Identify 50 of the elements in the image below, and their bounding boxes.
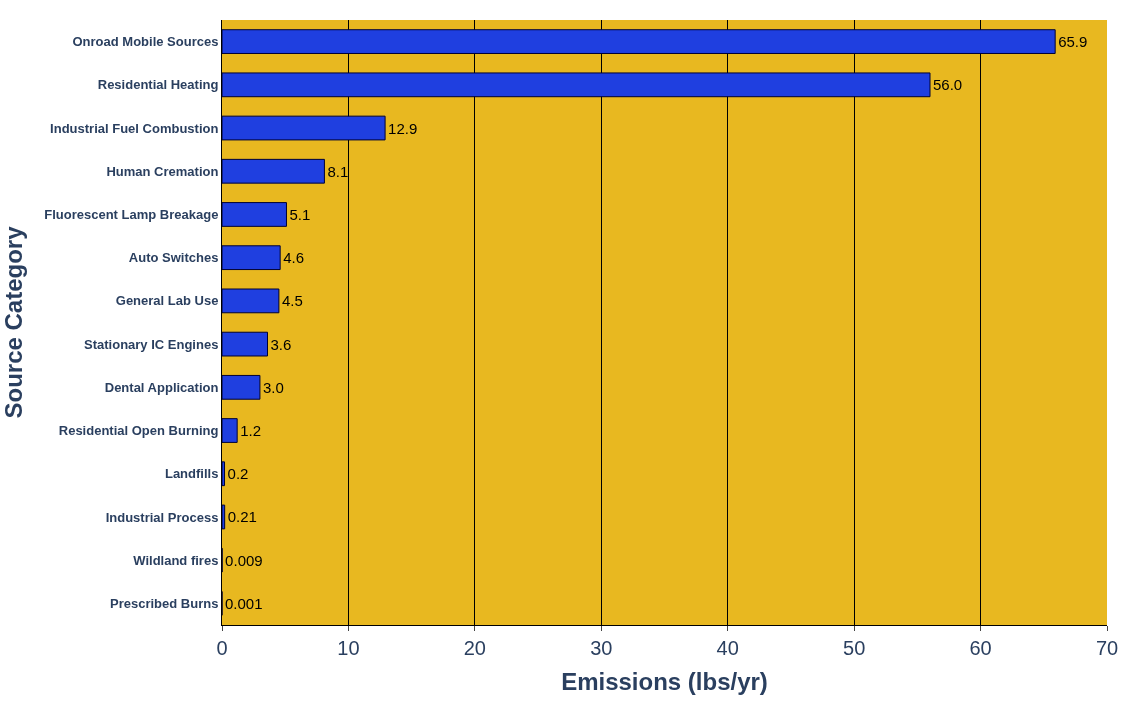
y-tick-label: Onroad Mobile Sources <box>72 34 219 50</box>
x-tick-label: 10 <box>337 637 360 659</box>
bar <box>222 288 280 314</box>
y-tick-label: Auto Switches <box>128 250 219 266</box>
data-label: 1.2 <box>240 422 262 440</box>
x-tick-label: 60 <box>969 637 992 659</box>
data-label: 3.6 <box>270 335 292 353</box>
data-label: 4.5 <box>281 292 303 310</box>
x-tick-label: 40 <box>716 637 739 659</box>
bar <box>222 461 226 487</box>
data-label: 3.0 <box>262 378 284 396</box>
data-label: 8.1 <box>327 162 349 180</box>
bar <box>222 331 269 357</box>
x-tick-label: 30 <box>590 637 613 659</box>
data-label: 56.0 <box>933 76 963 94</box>
bar <box>222 115 386 141</box>
y-tick-label: Human Cremation <box>106 163 219 179</box>
data-label: 65.9 <box>1058 33 1088 51</box>
bar <box>222 504 226 530</box>
y-tick-label: Industrial Process <box>105 509 219 525</box>
x-axis-title: Emissions (lbs/yr) <box>561 668 768 696</box>
data-label: 0.2 <box>227 465 249 483</box>
data-label: 12.9 <box>388 119 418 137</box>
y-tick-label: Industrial Fuel Combustion <box>50 120 219 136</box>
y-tick-label: Residential Open Burning <box>58 423 219 439</box>
data-label: 0.001 <box>225 594 263 612</box>
x-tick-label: 0 <box>216 637 228 659</box>
y-tick-label: Wildland fires <box>133 552 219 568</box>
data-label: 5.1 <box>289 205 311 223</box>
data-label: 4.6 <box>283 249 305 267</box>
bar <box>222 72 931 98</box>
x-tick-label: 20 <box>463 637 486 659</box>
bar <box>222 245 281 271</box>
bar <box>222 202 287 227</box>
y-tick-label: Residential Heating <box>97 77 219 93</box>
x-tick-label: 50 <box>843 637 866 659</box>
bar <box>222 418 238 443</box>
bar <box>222 29 1056 54</box>
y-tick-label: Prescribed Burns <box>110 595 219 611</box>
y-tick-label: Stationary IC Engines <box>84 336 219 352</box>
y-tick-label: Dental Application <box>104 379 219 395</box>
bar <box>222 374 261 400</box>
bar <box>222 158 325 184</box>
x-tick-label: 70 <box>1095 637 1119 659</box>
y-tick-label: General Lab Use <box>115 293 219 309</box>
data-label: 0.21 <box>227 508 257 526</box>
y-tick-label: Landfills <box>164 466 219 482</box>
y-tick-label: Fluorescent Lamp Breakage <box>44 207 219 223</box>
data-label: 0.009 <box>225 551 263 569</box>
y-axis-title: Source Category <box>0 225 27 419</box>
